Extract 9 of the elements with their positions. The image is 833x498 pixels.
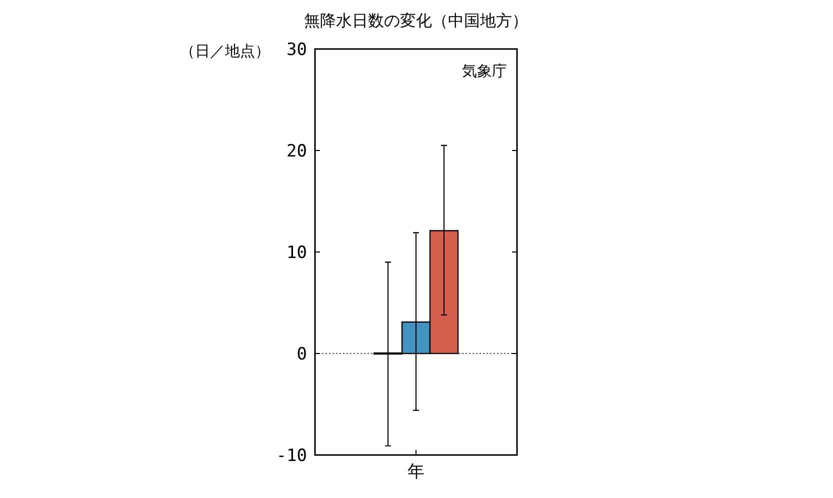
- y-tick-label: 20: [286, 142, 307, 162]
- y-tick-label: 10: [286, 243, 307, 263]
- y-tick-label: 30: [286, 40, 307, 60]
- ylabel: （日／地点）: [180, 42, 270, 60]
- title: 無降水日数の変化（中国地方）: [304, 11, 528, 30]
- y-tick-label: 0: [296, 344, 307, 364]
- annotation: 気象庁: [462, 62, 507, 80]
- x-tick-label: 年: [408, 462, 424, 482]
- y-tick-label: -10: [276, 446, 307, 466]
